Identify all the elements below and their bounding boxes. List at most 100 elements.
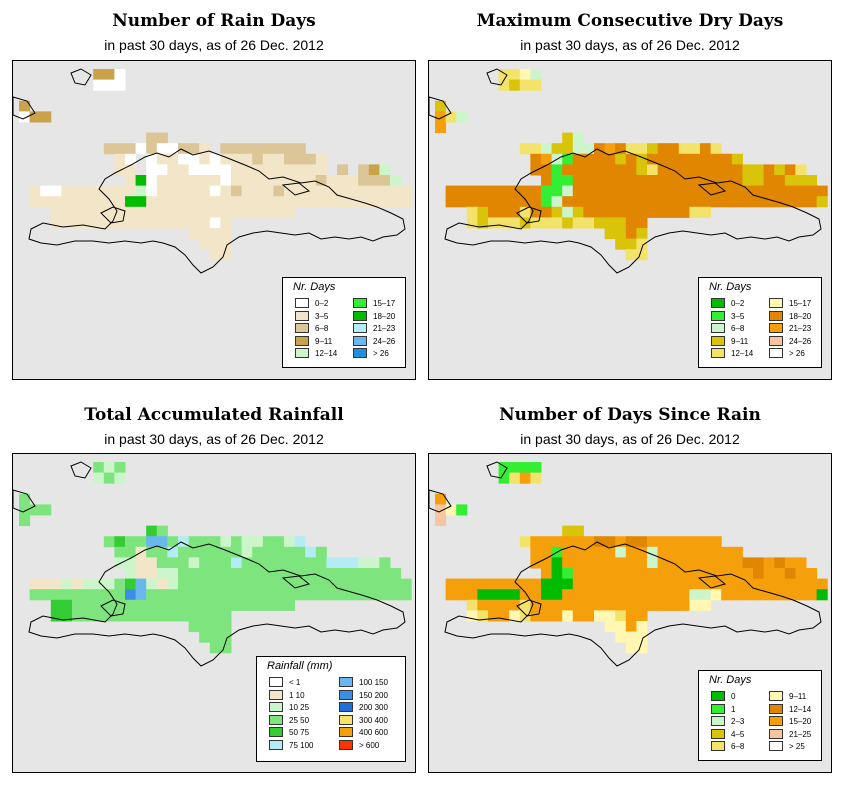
grid-cell [167, 546, 179, 558]
grid-cell [135, 610, 147, 622]
grid-cell [604, 557, 616, 569]
grid-cell [241, 143, 253, 155]
grid-cell [572, 536, 584, 548]
grid-cell [50, 217, 62, 229]
grid-cell [572, 599, 584, 611]
grid-cell [209, 196, 221, 208]
legend-item: 18–20 [353, 310, 395, 322]
grid-cell [114, 599, 126, 611]
grid-cell [636, 568, 648, 580]
grid-cell [721, 164, 733, 176]
grid-cell [273, 536, 285, 548]
legend-label: 24–26 [789, 336, 812, 346]
grid-cell [220, 228, 232, 240]
grid-cell [477, 217, 489, 229]
grid-cell [615, 589, 627, 601]
grid-cell [103, 599, 115, 611]
grid-cell [199, 599, 211, 611]
grid-cell [647, 536, 659, 548]
grid-cell [636, 217, 648, 229]
legend-swatch [769, 310, 783, 321]
grid-cell [774, 578, 786, 590]
grid-cell [636, 589, 648, 601]
grid-cell [636, 536, 648, 548]
grid-cell [572, 143, 584, 155]
grid-cell [50, 206, 62, 218]
legend-item: > 26 [353, 348, 389, 359]
grid-cell [551, 568, 563, 580]
grid-cell [231, 568, 243, 580]
grid-cell [530, 196, 542, 208]
grid-cell [604, 164, 616, 176]
grid-cell [273, 196, 285, 208]
grid-cell [604, 153, 616, 165]
grid-cells [435, 69, 828, 261]
grid-cell [284, 546, 296, 558]
grid-cell [199, 185, 211, 197]
grid-cell [135, 185, 147, 197]
grid-cell [678, 153, 690, 165]
grid-cell [625, 217, 637, 229]
grid-cell [541, 568, 553, 580]
grid-cell [50, 196, 62, 208]
grid-cell [488, 578, 500, 590]
grid-cell [647, 185, 659, 197]
grid-cell [252, 546, 264, 558]
grid-cell [178, 568, 190, 580]
grid-cell [700, 536, 712, 548]
legend-swatch [339, 714, 353, 725]
grid-cell [19, 493, 31, 505]
grid-cell [689, 164, 701, 176]
grid-cell [284, 164, 296, 176]
grid-cell [156, 610, 168, 622]
legend-label: 15–20 [789, 717, 812, 726]
grid-cell [774, 557, 786, 569]
grid-cell [466, 185, 478, 197]
grid-cell [400, 196, 412, 208]
grid-cell [315, 578, 327, 590]
legend-title: Nr. Days [293, 281, 336, 293]
grid-cell [657, 196, 669, 208]
grid-cell [551, 578, 563, 590]
grid-cell [125, 175, 137, 187]
grid-cell [615, 164, 627, 176]
legend-item: 2–3 [711, 716, 744, 727]
grid-cell [294, 546, 306, 558]
legend-item: 1 10 [269, 689, 305, 701]
grid-cell [625, 642, 637, 654]
legend-item: 21–23 [353, 323, 395, 334]
grid-cell [337, 185, 349, 197]
grid-cell [562, 578, 574, 590]
grid-cell [93, 599, 105, 611]
grid-cell [72, 206, 84, 218]
grid-cell [231, 557, 243, 569]
legend-item: 15–20 [769, 716, 811, 727]
grid-cell [273, 557, 285, 569]
map-canvas [13, 68, 412, 274]
map-canvas [429, 461, 828, 667]
grid-cell [498, 462, 510, 474]
grid-cell [135, 175, 147, 187]
grid-cell [135, 196, 147, 208]
grid-cell [551, 206, 563, 218]
grid-cell [72, 578, 84, 590]
grid-cell [562, 175, 574, 187]
grid-cell [262, 185, 274, 197]
legend-swatch [339, 702, 353, 712]
legend-label: 24–26 [373, 336, 396, 346]
grid-cell [305, 546, 317, 558]
grid-cell [753, 175, 765, 187]
grid-cell [241, 568, 253, 580]
grid-cell [742, 568, 754, 580]
legend-swatch [711, 335, 725, 346]
grid-cell [668, 175, 680, 187]
grid-cell [625, 228, 637, 240]
grid-cell [315, 164, 327, 176]
legend-title: Nr. Days [709, 674, 752, 686]
grid-cell [435, 122, 447, 134]
grid-cell [763, 557, 775, 569]
legend-label: 18–20 [789, 311, 812, 321]
grid-cell [326, 568, 338, 580]
grid-cell [530, 578, 542, 590]
grid-cell [689, 546, 701, 558]
